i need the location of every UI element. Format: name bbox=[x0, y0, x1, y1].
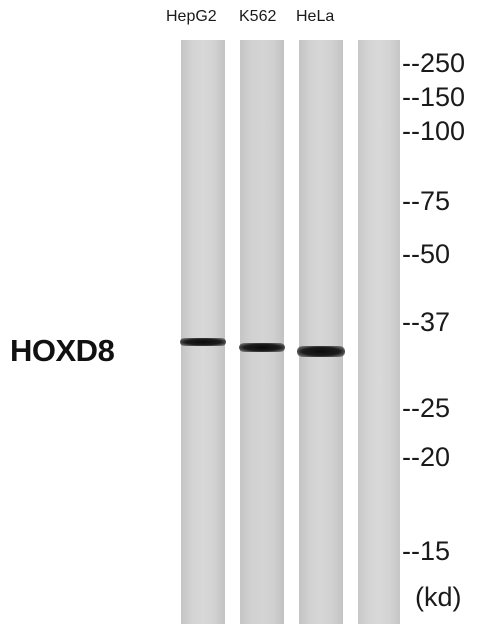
marker-100: --100 bbox=[402, 116, 466, 146]
marker-37: --37 bbox=[402, 307, 451, 337]
band-k562 bbox=[239, 343, 285, 352]
unit-label: (kd) bbox=[415, 582, 462, 612]
lane-label-k562: K562 bbox=[239, 8, 277, 25]
lane-label-hela: HeLa bbox=[296, 8, 335, 25]
blot-lane-k562 bbox=[240, 40, 284, 624]
marker-150: --150 bbox=[402, 82, 466, 112]
blot-lane-hela bbox=[299, 40, 343, 624]
marker-250: --250 bbox=[402, 48, 466, 78]
protein-label: HOXD8 bbox=[10, 333, 115, 368]
blot-lane-ladder bbox=[358, 40, 400, 624]
marker-15: --15 bbox=[402, 536, 451, 566]
blot-lane-hepg2 bbox=[181, 40, 225, 624]
marker-25: --25 bbox=[402, 393, 451, 423]
lane-label-hepg2: HepG2 bbox=[166, 8, 217, 25]
marker-20: --20 bbox=[402, 442, 451, 472]
marker-75: --75 bbox=[402, 186, 451, 216]
marker-50: --50 bbox=[402, 239, 451, 269]
band-hela bbox=[297, 346, 345, 357]
band-hepg2 bbox=[180, 338, 226, 346]
